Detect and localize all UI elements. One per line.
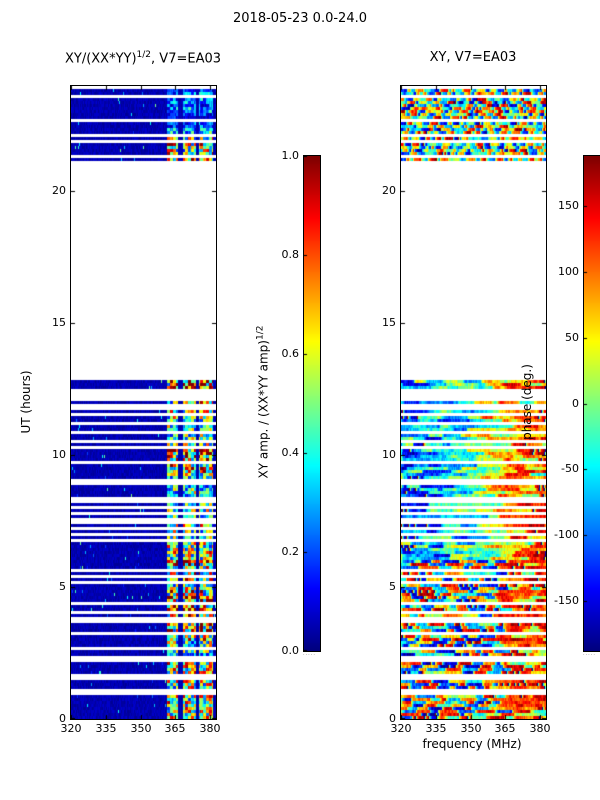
left-colorbar-label-superscript: 1/2 — [255, 325, 266, 341]
right-x-tick-label: 350 — [460, 722, 482, 735]
left-plot-title: XY/(XX*YY)1/2, V7=EA03 — [30, 50, 256, 66]
right-heatmap-canvas — [401, 86, 546, 719]
left-colorbar — [303, 155, 321, 652]
left-x-tick-label: 365 — [164, 722, 186, 735]
right-colorbar-tick-label: 50 — [565, 331, 579, 344]
left-plot-title-suffix: , V7=EA03 — [151, 51, 222, 67]
right-colorbar-small-text: ..... — [583, 651, 596, 657]
left-colorbar-tick-label: 0.8 — [281, 248, 300, 261]
right-y-tick-label: 5 — [389, 580, 396, 593]
right-plot-title: XY, V7=EA03 — [429, 50, 517, 65]
right-y-tick-label: 10 — [382, 448, 396, 461]
frequency-axis-label: frequency (MHz) — [422, 737, 522, 751]
left-plot-title-base: XY/(XX*YY) — [64, 51, 137, 67]
right-colorbar-tick-label: -50 — [561, 462, 579, 475]
left-colorbar-tick-label: 1.0 — [281, 149, 300, 162]
left-y-tick-label: 15 — [52, 316, 66, 329]
left-x-tick-label: 320 — [60, 722, 82, 735]
left-colorbar-tick-label: 0.2 — [281, 545, 300, 558]
left-heatmap-canvas — [71, 86, 216, 719]
figure-title: 2018-05-23 0.0-24.0 — [233, 11, 367, 26]
ut-axis-label: UT (hours) — [19, 370, 33, 434]
right-colorbar — [583, 155, 600, 652]
right-colorbar-label: phase (deg.) — [520, 364, 534, 440]
right-y-tick-label: 20 — [382, 184, 396, 197]
right-x-tick-label: 380 — [529, 722, 551, 735]
right-colorbar-canvas — [584, 156, 600, 651]
left-colorbar-tick-label: 0.6 — [281, 347, 300, 360]
left-x-tick-label: 380 — [199, 722, 221, 735]
left-colorbar-canvas — [304, 156, 320, 651]
left-heatmap-axes — [70, 85, 217, 720]
right-y-tick-label: 0 — [389, 712, 396, 725]
right-colorbar-tick-label: 0 — [572, 397, 579, 410]
left-colorbar-small-text: ..... — [303, 651, 316, 657]
left-colorbar-tick-label: 0.4 — [281, 446, 300, 459]
right-x-tick-label: 335 — [425, 722, 447, 735]
left-plot-title-superscript: 1/2 — [136, 50, 152, 60]
left-y-tick-label: 5 — [59, 580, 66, 593]
right-x-tick-label: 320 — [390, 722, 412, 735]
left-y-tick-label: 20 — [52, 184, 66, 197]
right-colorbar-tick-label: 100 — [558, 265, 579, 278]
right-x-tick-label: 365 — [494, 722, 516, 735]
left-colorbar-tick-label: 0.0 — [281, 644, 300, 657]
left-y-tick-label: 0 — [59, 712, 66, 725]
left-x-tick-label: 335 — [95, 722, 117, 735]
left-y-tick-label: 10 — [52, 448, 66, 461]
left-x-tick-label: 350 — [130, 722, 152, 735]
right-y-tick-label: 15 — [382, 316, 396, 329]
right-heatmap-axes — [400, 85, 547, 720]
right-colorbar-tick-label: 150 — [558, 199, 579, 212]
right-colorbar-tick-label: -150 — [554, 594, 579, 607]
right-colorbar-tick-label: -100 — [554, 528, 579, 541]
